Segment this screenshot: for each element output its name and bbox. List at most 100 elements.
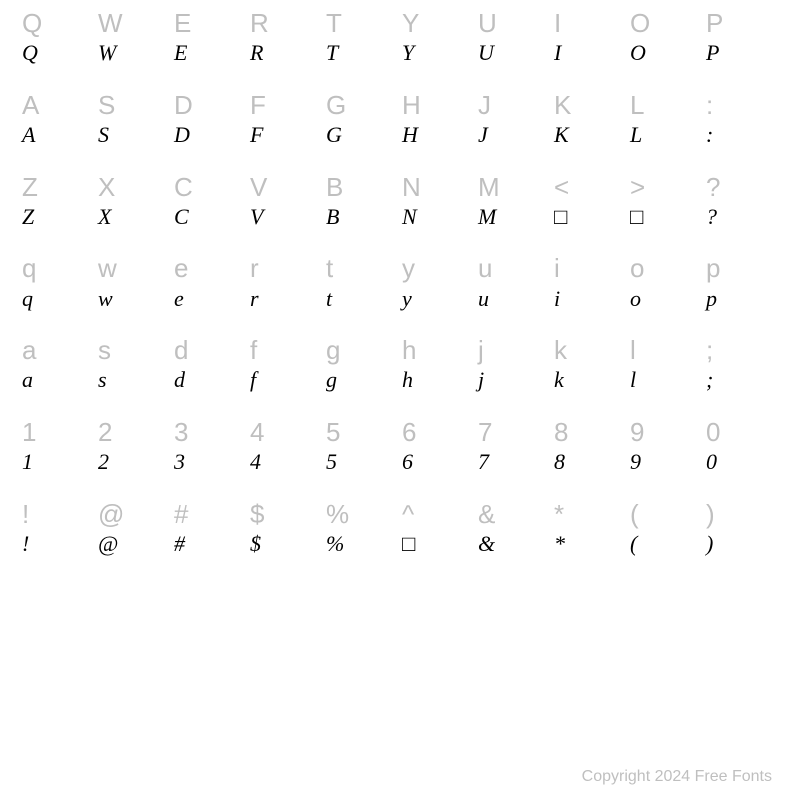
font-glyph: q — [22, 285, 94, 320]
reference-glyph: k — [554, 327, 626, 366]
reference-glyph: ? — [706, 164, 778, 203]
reference-glyph: Q — [22, 0, 94, 39]
reference-glyph: 1 — [22, 409, 94, 448]
reference-glyph: K — [554, 82, 626, 121]
font-glyph: h — [402, 366, 474, 401]
char-cell: !! — [18, 491, 94, 565]
char-cell: WW — [94, 0, 170, 74]
char-cell: EE — [170, 0, 246, 74]
reference-glyph: C — [174, 164, 246, 203]
reference-glyph: 5 — [326, 409, 398, 448]
reference-glyph: Y — [402, 0, 474, 39]
font-glyph: K — [554, 121, 626, 156]
char-cell: 99 — [626, 409, 702, 483]
reference-glyph: I — [554, 0, 626, 39]
font-glyph: w — [98, 285, 170, 320]
char-row: aassddffgghhjjkkll;; — [18, 327, 782, 401]
char-cell: 77 — [474, 409, 550, 483]
char-cell: ;; — [702, 327, 778, 401]
reference-glyph: l — [630, 327, 702, 366]
font-glyph: S — [98, 121, 170, 156]
char-row: qqwweerrttyyuuiioopp — [18, 245, 782, 319]
reference-glyph: 3 — [174, 409, 246, 448]
font-glyph: y — [402, 285, 474, 320]
reference-glyph: O — [630, 0, 702, 39]
char-cell: ZZ — [18, 164, 94, 238]
font-glyph: H — [402, 121, 474, 156]
font-glyph: W — [98, 39, 170, 74]
font-glyph: 4 — [250, 448, 322, 483]
font-glyph: J — [478, 121, 550, 156]
font-glyph: 2 — [98, 448, 170, 483]
font-glyph: * — [554, 530, 626, 565]
reference-glyph: # — [174, 491, 246, 530]
font-glyph: e — [174, 285, 246, 320]
reference-glyph: Z — [22, 164, 94, 203]
char-cell: pp — [702, 245, 778, 319]
char-row: QQWWEERRTTYYUUIIOOPP — [18, 0, 782, 74]
font-glyph: 1 — [22, 448, 94, 483]
reference-glyph: N — [402, 164, 474, 203]
font-glyph: C — [174, 203, 246, 238]
font-glyph: G — [326, 121, 398, 156]
reference-glyph: A — [22, 82, 94, 121]
reference-glyph: T — [326, 0, 398, 39]
reference-glyph: U — [478, 0, 550, 39]
font-glyph: ? — [706, 203, 778, 238]
reference-glyph: 0 — [706, 409, 778, 448]
font-glyph: □ — [402, 530, 474, 565]
char-cell: 88 — [550, 409, 626, 483]
char-cell: PP — [702, 0, 778, 74]
font-glyph: M — [478, 203, 550, 238]
char-cell: YY — [398, 0, 474, 74]
reference-glyph: X — [98, 164, 170, 203]
font-glyph: a — [22, 366, 94, 401]
reference-glyph: u — [478, 245, 550, 284]
reference-glyph: ) — [706, 491, 778, 530]
font-glyph: Y — [402, 39, 474, 74]
font-glyph: l — [630, 366, 702, 401]
char-cell: tt — [322, 245, 398, 319]
reference-glyph: G — [326, 82, 398, 121]
reference-glyph: ^ — [402, 491, 474, 530]
reference-glyph: q — [22, 245, 94, 284]
reference-glyph: M — [478, 164, 550, 203]
char-cell: jj — [474, 327, 550, 401]
char-cell: VV — [246, 164, 322, 238]
reference-glyph: B — [326, 164, 398, 203]
char-cell: ff — [246, 327, 322, 401]
font-glyph: ) — [706, 530, 778, 565]
char-cell: dd — [170, 327, 246, 401]
font-glyph: # — [174, 530, 246, 565]
char-cell: HH — [398, 82, 474, 156]
reference-glyph: 7 — [478, 409, 550, 448]
reference-glyph: ; — [706, 327, 778, 366]
reference-glyph: p — [706, 245, 778, 284]
font-glyph: p — [706, 285, 778, 320]
char-cell: QQ — [18, 0, 94, 74]
reference-glyph: f — [250, 327, 322, 366]
char-cell: <□ — [550, 164, 626, 238]
reference-glyph: * — [554, 491, 626, 530]
char-cell: (( — [626, 491, 702, 565]
char-cell: II — [550, 0, 626, 74]
char-row: AASSDDFFGGHHJJKKLL:: — [18, 82, 782, 156]
char-cell: GG — [322, 82, 398, 156]
font-glyph: L — [630, 121, 702, 156]
char-cell: 11 — [18, 409, 94, 483]
font-glyph: k — [554, 366, 626, 401]
reference-glyph: e — [174, 245, 246, 284]
char-cell: yy — [398, 245, 474, 319]
font-glyph: P — [706, 39, 778, 74]
reference-glyph: ! — [22, 491, 94, 530]
font-glyph: i — [554, 285, 626, 320]
reference-glyph: a — [22, 327, 94, 366]
font-glyph: B — [326, 203, 398, 238]
font-glyph: X — [98, 203, 170, 238]
font-glyph: 9 — [630, 448, 702, 483]
char-cell: uu — [474, 245, 550, 319]
char-cell: ii — [550, 245, 626, 319]
char-cell: SS — [94, 82, 170, 156]
font-glyph: Q — [22, 39, 94, 74]
font-glyph: $ — [250, 530, 322, 565]
